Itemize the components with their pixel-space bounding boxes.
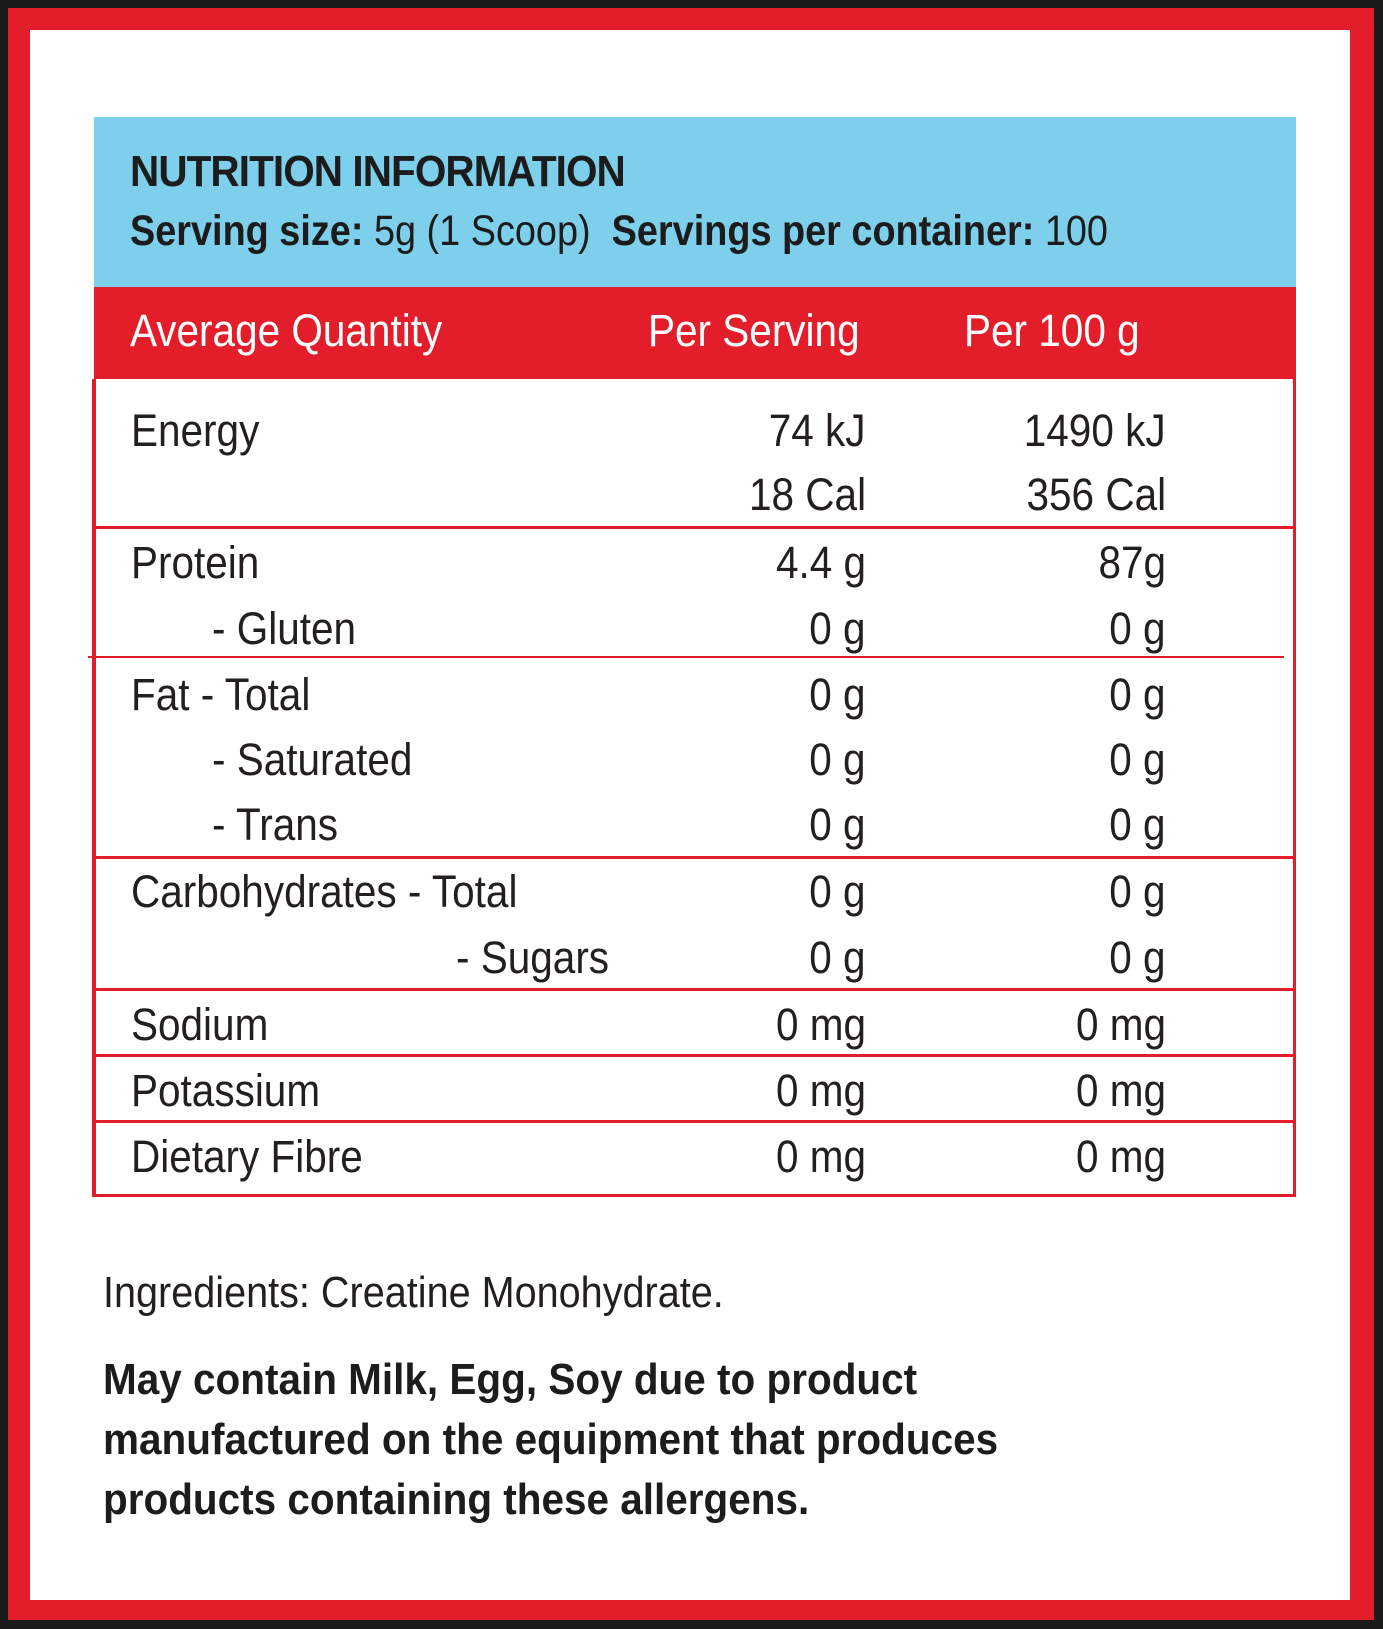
row-fibre-100g: 0 mg [1075,1131,1166,1182]
row-protein-serving: 4.4 g [775,537,866,588]
row-fibre-serving: 0 mg [775,1131,866,1182]
allergen-line: May contain Milk, Egg, Soy due to produc… [103,1355,918,1404]
row-carb-sugars-serving: 0 g [809,932,866,983]
row-potassium-name: Potassium [131,1065,321,1116]
column-header-per-serving: Per Serving [648,305,860,356]
row-fat-total-100g: 0 g [1109,669,1166,720]
column-header-per-100g: Per 100 g [964,305,1140,356]
row-carb-total-name: Carbohydrates - Total [131,866,518,917]
row-divider [92,1120,1296,1123]
nutrition-table [92,379,1296,1197]
allergen-line: manufactured on the equipment that produ… [103,1415,999,1464]
ingredients-text: Ingredients: Creatine Monohydrate. [103,1268,724,1317]
row-energy-name: Energy [131,405,260,456]
row-energy-kj-serving: 74 kJ [769,405,866,456]
row-fat-saturated-100g: 0 g [1109,734,1166,785]
row-divider [92,988,1296,991]
row-fat-total-serving: 0 g [809,669,866,720]
row-divider [92,526,1296,529]
row-protein-name: Protein [131,537,260,588]
row-energy-cal-serving: 18 Cal [748,469,866,520]
row-energy-cal-100g: 356 Cal [1026,469,1166,520]
row-fat-saturated-name: - Saturated [212,734,413,785]
row-carb-sugars-100g: 0 g [1109,932,1166,983]
row-sodium-100g: 0 mg [1075,999,1166,1050]
allergen-line: products containing these allergens. [103,1475,810,1524]
row-fat-saturated-serving: 0 g [809,734,866,785]
nutrition-header: NUTRITION INFORMATION Serving size: 5g (… [94,117,1296,287]
serving-size-label: Serving size: [130,207,364,255]
serving-size-value: 5g (1 Scoop) [373,207,591,255]
serving-info: Serving size: 5g (1 Scoop) Servings per … [130,207,1108,256]
row-sodium-serving: 0 mg [775,999,866,1050]
row-protein-100g: 87g [1098,537,1166,588]
row-carb-total-serving: 0 g [809,866,866,917]
column-header-quantity: Average Quantity [130,305,443,356]
row-carb-total-100g: 0 g [1109,866,1166,917]
row-potassium-100g: 0 mg [1075,1065,1166,1116]
row-sodium-name: Sodium [131,999,269,1050]
row-energy-kj-100g: 1490 kJ [1024,405,1166,456]
row-fat-trans-name: - Trans [212,799,339,850]
row-fat-trans-serving: 0 g [809,799,866,850]
row-carb-sugars-name: - Sugars [456,932,610,983]
row-divider [92,856,1296,859]
row-fat-total-name: Fat - Total [131,669,311,720]
allergen-warning: May contain Milk, Egg, Soy due to produc… [103,1350,1115,1530]
servings-per-container-label: Servings per container: [611,207,1035,255]
row-fat-trans-100g: 0 g [1109,799,1166,850]
row-gluten-name: - Gluten [212,603,357,654]
row-gluten-serving: 0 g [809,603,866,654]
row-divider [88,656,1284,658]
table-column-headers: Average Quantity Per Serving Per 100 g [94,287,1296,379]
row-divider [92,1054,1296,1057]
row-fibre-name: Dietary Fibre [131,1131,363,1182]
row-potassium-serving: 0 mg [775,1065,866,1116]
row-gluten-100g: 0 g [1109,603,1166,654]
servings-per-container-value: 100 [1044,207,1108,255]
nutrition-title: NUTRITION INFORMATION [130,147,626,196]
